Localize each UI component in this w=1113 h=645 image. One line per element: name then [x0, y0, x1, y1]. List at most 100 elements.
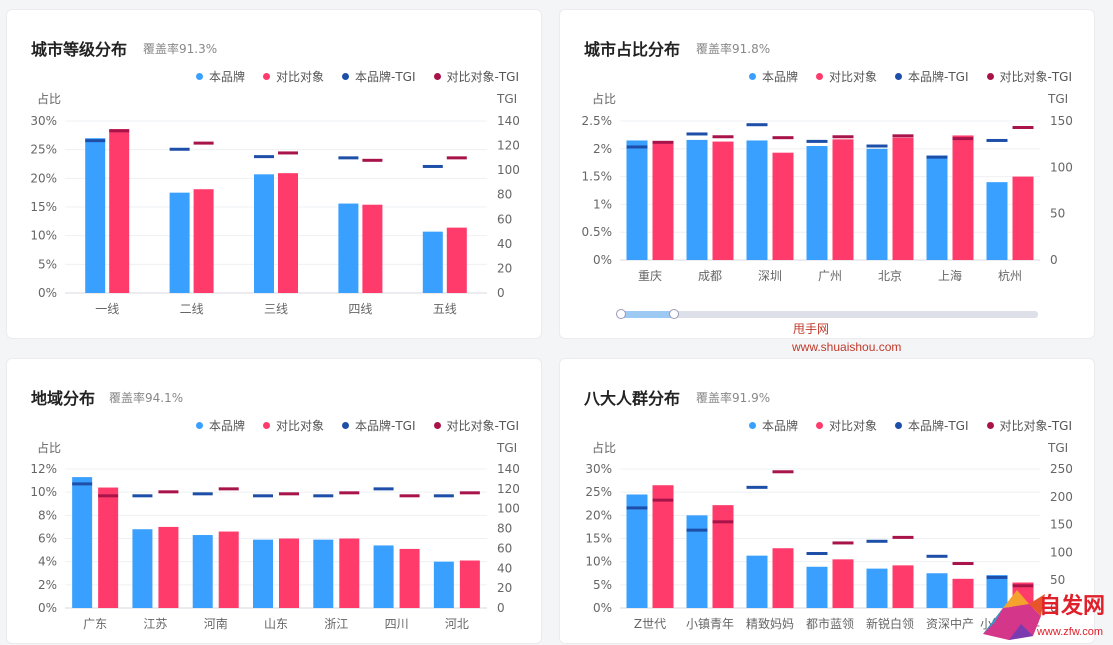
- tgi-marker-brand[interactable]: [422, 164, 443, 168]
- bar-compare[interactable]: [399, 548, 420, 608]
- tgi-marker-brand[interactable]: [373, 487, 394, 491]
- bar-compare[interactable]: [109, 129, 130, 293]
- legend-item-brand[interactable]: 本品牌: [195, 417, 245, 434]
- bar-compare[interactable]: [712, 141, 734, 260]
- legend-item-brand-tgi[interactable]: 本品牌-TGI: [895, 68, 969, 85]
- legend-item-compare-tgi[interactable]: 对比对象-TGI: [986, 417, 1072, 434]
- bar-compare[interactable]: [892, 565, 914, 608]
- bar-compare[interactable]: [652, 485, 674, 608]
- bar-brand[interactable]: [686, 139, 708, 260]
- bar-compare[interactable]: [218, 531, 239, 608]
- tgi-marker-compare[interactable]: [158, 490, 179, 494]
- bar-brand[interactable]: [338, 203, 359, 293]
- legend-item-brand-tgi[interactable]: 本品牌-TGI: [342, 417, 416, 434]
- zoom-slider-left-handle[interactable]: [616, 309, 626, 319]
- bar-brand[interactable]: [192, 535, 213, 608]
- tgi-marker-compare[interactable]: [459, 491, 480, 495]
- tgi-marker-compare[interactable]: [832, 541, 854, 545]
- bar-brand[interactable]: [626, 494, 648, 608]
- bar-compare[interactable]: [459, 560, 480, 608]
- bar-compare[interactable]: [339, 538, 360, 609]
- tgi-marker-compare[interactable]: [446, 156, 467, 160]
- tgi-marker-brand[interactable]: [806, 552, 828, 556]
- tgi-marker-brand[interactable]: [338, 156, 359, 160]
- bar-brand[interactable]: [373, 545, 394, 608]
- bar-brand[interactable]: [806, 566, 828, 608]
- tgi-marker-brand[interactable]: [169, 147, 190, 151]
- bar-compare[interactable]: [952, 135, 974, 260]
- bar-brand[interactable]: [72, 477, 93, 608]
- tgi-marker-compare[interactable]: [218, 487, 239, 491]
- tgi-marker-compare[interactable]: [892, 134, 914, 138]
- bar-brand[interactable]: [85, 138, 106, 293]
- tgi-marker-brand[interactable]: [926, 554, 948, 558]
- bar-brand[interactable]: [422, 231, 443, 293]
- tgi-marker-compare[interactable]: [193, 141, 214, 145]
- tgi-marker-brand[interactable]: [866, 539, 888, 543]
- tgi-marker-brand[interactable]: [746, 123, 768, 127]
- tgi-marker-compare[interactable]: [952, 562, 974, 566]
- tgi-marker-brand[interactable]: [866, 144, 888, 148]
- bar-compare[interactable]: [832, 559, 854, 608]
- tgi-marker-compare[interactable]: [772, 470, 794, 474]
- tgi-marker-compare[interactable]: [362, 158, 383, 162]
- bar-brand[interactable]: [926, 573, 948, 608]
- tgi-marker-brand[interactable]: [746, 485, 768, 489]
- tgi-marker-brand[interactable]: [806, 139, 828, 143]
- legend-item-compare-tgi[interactable]: 对比对象-TGI: [986, 68, 1072, 85]
- tgi-marker-compare[interactable]: [832, 135, 854, 139]
- bar-compare[interactable]: [892, 137, 914, 260]
- tgi-marker-brand[interactable]: [433, 494, 454, 498]
- tgi-marker-compare[interactable]: [399, 494, 420, 498]
- tgi-marker-brand[interactable]: [85, 139, 106, 143]
- legend-item-compare[interactable]: 对比对象: [815, 68, 877, 85]
- tgi-marker-brand[interactable]: [72, 482, 93, 486]
- tgi-marker-compare[interactable]: [712, 520, 734, 524]
- tgi-marker-brand[interactable]: [986, 575, 1008, 579]
- bar-brand[interactable]: [626, 140, 648, 260]
- bar-compare[interactable]: [832, 139, 854, 260]
- tgi-marker-compare[interactable]: [712, 135, 734, 139]
- bar-compare[interactable]: [158, 526, 179, 608]
- bar-brand[interactable]: [926, 155, 948, 260]
- tgi-marker-compare[interactable]: [952, 137, 974, 141]
- tgi-marker-compare[interactable]: [98, 494, 119, 498]
- legend-item-compare[interactable]: 对比对象: [815, 417, 877, 434]
- bar-brand[interactable]: [746, 140, 768, 260]
- bar-compare[interactable]: [279, 538, 299, 609]
- bar-compare[interactable]: [98, 487, 119, 608]
- bar-brand[interactable]: [433, 561, 454, 608]
- tgi-marker-brand[interactable]: [313, 494, 334, 498]
- legend-item-brand-tgi[interactable]: 本品牌-TGI: [342, 68, 416, 85]
- tgi-marker-brand[interactable]: [192, 492, 213, 496]
- bar-brand[interactable]: [986, 575, 1008, 608]
- tgi-marker-brand[interactable]: [926, 155, 948, 159]
- tgi-marker-brand[interactable]: [686, 132, 708, 136]
- tgi-marker-compare[interactable]: [652, 140, 674, 144]
- bar-brand[interactable]: [746, 555, 768, 608]
- bar-brand[interactable]: [132, 529, 153, 608]
- legend-item-brand-tgi[interactable]: 本品牌-TGI: [895, 417, 969, 434]
- tgi-marker-compare[interactable]: [339, 491, 360, 495]
- tgi-marker-compare[interactable]: [1012, 584, 1034, 588]
- bar-compare[interactable]: [446, 227, 467, 293]
- bar-brand[interactable]: [986, 182, 1008, 260]
- bar-compare[interactable]: [772, 548, 794, 608]
- bar-brand[interactable]: [313, 539, 334, 608]
- zoom-slider-right-handle[interactable]: [669, 309, 679, 319]
- legend-item-brand[interactable]: 本品牌: [195, 68, 245, 85]
- bar-compare[interactable]: [1012, 176, 1034, 260]
- legend-item-compare-tgi[interactable]: 对比对象-TGI: [433, 417, 519, 434]
- legend-item-compare[interactable]: 对比对象: [262, 417, 324, 434]
- bar-compare[interactable]: [193, 189, 214, 293]
- legend-item-brand[interactable]: 本品牌: [748, 68, 798, 85]
- bar-compare[interactable]: [772, 152, 794, 260]
- bar-compare[interactable]: [712, 505, 734, 608]
- bar-brand[interactable]: [254, 174, 274, 293]
- legend-item-compare[interactable]: 对比对象: [262, 68, 324, 85]
- tgi-marker-compare[interactable]: [892, 535, 914, 539]
- bar-brand[interactable]: [253, 539, 273, 608]
- tgi-marker-brand[interactable]: [986, 138, 1008, 142]
- tgi-marker-compare[interactable]: [109, 129, 130, 133]
- bar-brand[interactable]: [866, 148, 888, 260]
